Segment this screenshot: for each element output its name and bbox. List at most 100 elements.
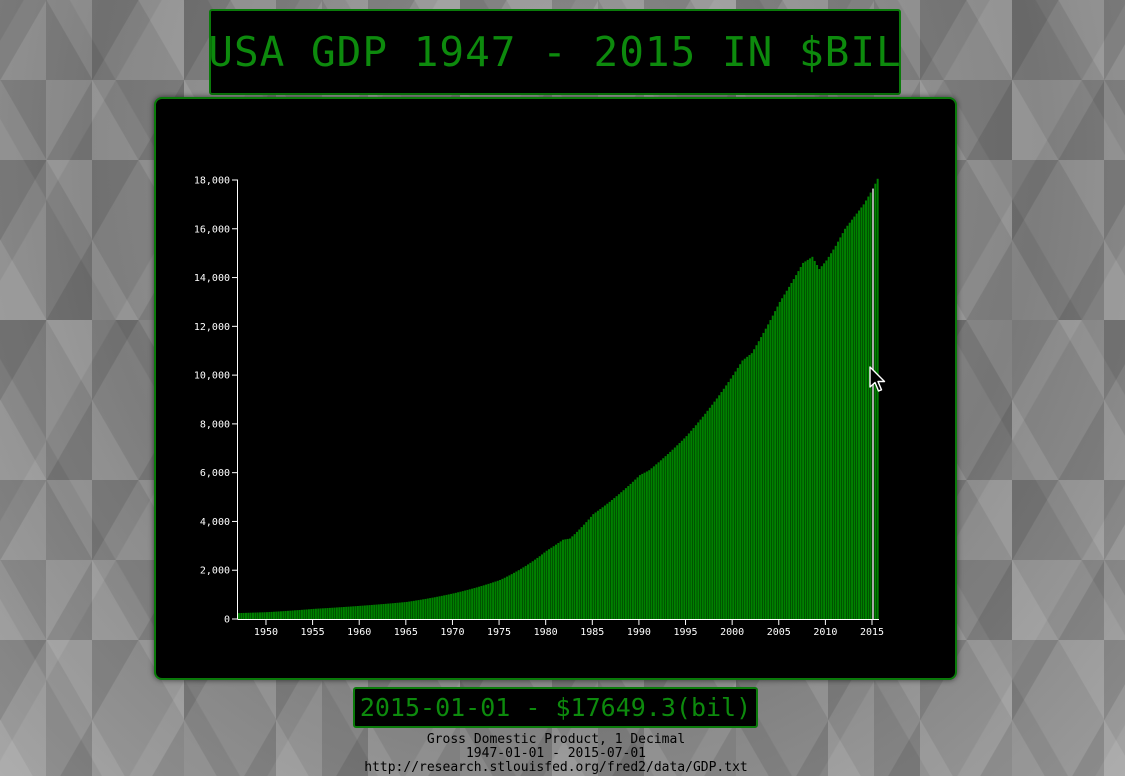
bar[interactable] — [317, 608, 320, 619]
bar[interactable] — [249, 612, 252, 619]
bar[interactable] — [582, 524, 585, 619]
bar[interactable] — [326, 608, 329, 619]
gdp-bar-chart[interactable]: 0 2,000 4,000 6,000 8,000 10,000 12,000 14,000 1… — [156, 99, 955, 678]
bar[interactable] — [848, 222, 851, 619]
bar[interactable] — [634, 479, 637, 619]
bar[interactable] — [333, 607, 336, 619]
bar[interactable] — [352, 606, 355, 619]
bar[interactable] — [452, 593, 455, 619]
bar[interactable] — [508, 575, 511, 619]
bar[interactable] — [478, 586, 481, 619]
bar[interactable] — [645, 471, 648, 619]
bar[interactable] — [431, 597, 434, 619]
bar[interactable] — [461, 591, 464, 619]
bar[interactable] — [820, 266, 823, 619]
bar[interactable] — [391, 603, 394, 619]
bar[interactable] — [853, 216, 856, 619]
bar[interactable] — [785, 290, 788, 619]
bar[interactable] — [361, 605, 364, 619]
bar[interactable] — [515, 571, 518, 619]
bar[interactable] — [471, 588, 474, 619]
bar[interactable] — [370, 604, 373, 619]
bar[interactable] — [855, 213, 858, 619]
bar[interactable] — [536, 557, 539, 619]
bar[interactable] — [466, 589, 469, 619]
bar[interactable] — [310, 609, 313, 619]
bar[interactable] — [722, 388, 725, 619]
bar[interactable] — [305, 609, 308, 619]
bar[interactable] — [860, 207, 863, 619]
bar[interactable] — [846, 225, 849, 619]
bar[interactable] — [585, 522, 588, 619]
bar[interactable] — [788, 286, 791, 619]
bar[interactable] — [527, 564, 530, 619]
bar[interactable] — [669, 451, 672, 619]
bar[interactable] — [324, 608, 327, 619]
bar[interactable] — [349, 606, 352, 619]
bar[interactable] — [359, 605, 362, 619]
bar[interactable] — [876, 178, 879, 619]
bar[interactable] — [741, 360, 744, 619]
bar[interactable] — [641, 473, 644, 619]
bar[interactable] — [368, 605, 371, 619]
bar[interactable] — [594, 512, 597, 619]
bar[interactable] — [617, 494, 620, 619]
bar[interactable] — [750, 353, 753, 619]
bar[interactable] — [587, 519, 590, 619]
bar[interactable] — [781, 298, 784, 619]
bar[interactable] — [725, 385, 728, 619]
bar[interactable] — [627, 486, 630, 619]
bar[interactable] — [291, 610, 294, 619]
bar[interactable] — [499, 579, 502, 619]
bar[interactable] — [244, 612, 247, 619]
bar[interactable] — [837, 241, 840, 619]
bar[interactable] — [559, 541, 562, 619]
bar[interactable] — [764, 328, 767, 619]
bar[interactable] — [485, 584, 488, 619]
bar[interactable] — [792, 279, 795, 619]
bar[interactable] — [834, 245, 837, 619]
bar[interactable] — [767, 324, 770, 619]
bar[interactable] — [475, 587, 478, 619]
bar[interactable] — [319, 608, 322, 619]
bar[interactable] — [506, 576, 509, 619]
bar[interactable] — [610, 499, 613, 619]
bar[interactable] — [382, 604, 385, 619]
bar[interactable] — [778, 301, 781, 619]
bar[interactable] — [862, 204, 865, 619]
bar[interactable] — [869, 192, 872, 619]
bar[interactable] — [708, 407, 711, 619]
bar[interactable] — [457, 592, 460, 619]
bar[interactable] — [398, 602, 401, 619]
bar[interactable] — [643, 472, 646, 619]
bar[interactable] — [419, 599, 422, 619]
bar[interactable] — [757, 341, 760, 619]
bar[interactable] — [482, 585, 485, 619]
bar[interactable] — [447, 594, 450, 619]
bar[interactable] — [809, 258, 812, 619]
bar[interactable] — [268, 612, 271, 619]
bar[interactable] — [342, 606, 345, 619]
bar[interactable] — [760, 337, 763, 619]
bar[interactable] — [445, 594, 448, 619]
bar[interactable] — [774, 311, 777, 619]
bar[interactable] — [620, 492, 623, 619]
bar[interactable] — [844, 228, 847, 619]
bar[interactable] — [422, 599, 425, 619]
bar[interactable] — [534, 559, 537, 619]
bar[interactable] — [715, 398, 718, 619]
bar[interactable] — [279, 611, 282, 619]
bar[interactable] — [396, 602, 399, 619]
bar[interactable] — [296, 610, 299, 619]
bar[interactable] — [601, 507, 604, 619]
bar[interactable] — [258, 612, 261, 619]
bar[interactable] — [403, 602, 406, 619]
bar[interactable] — [851, 219, 854, 620]
bar[interactable] — [603, 505, 606, 620]
bar[interactable] — [734, 371, 737, 619]
bar[interactable] — [300, 609, 303, 619]
bar[interactable] — [648, 470, 651, 619]
bar[interactable] — [443, 595, 446, 619]
bar[interactable] — [450, 593, 453, 619]
bar[interactable] — [606, 503, 609, 619]
